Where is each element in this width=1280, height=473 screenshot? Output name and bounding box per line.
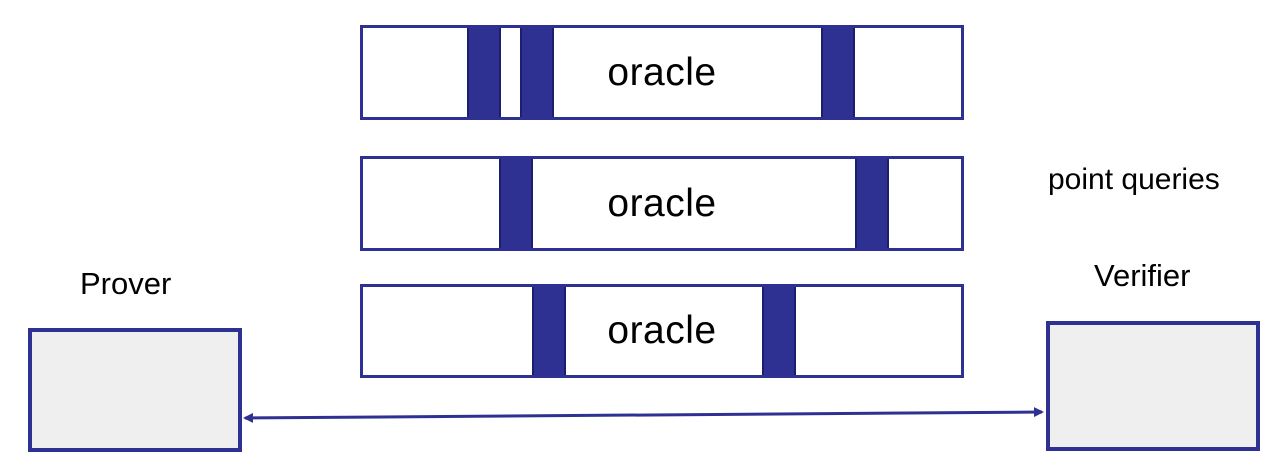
arrow-line [243,407,1044,423]
query-mark [467,28,501,117]
oracle-label: oracle [607,181,717,225]
oracle-label: oracle [607,309,717,352]
query-mark [499,159,533,248]
query-mark [520,28,554,117]
query-mark [821,28,855,117]
query-mark [855,159,889,248]
oracle-box-3: oracle [360,284,964,378]
query-mark [532,287,566,375]
oracle-box-2: oracle [360,156,964,251]
query-mark [762,287,796,375]
verifier-box [1046,321,1260,451]
oracle-label: oracle [607,50,717,94]
point-queries-label: point queries [1048,163,1220,196]
verifier-label: Verifier [1094,258,1191,293]
oracle-box-1: oracle [360,25,964,120]
prover-label: Prover [80,266,172,301]
prover-box [28,328,242,452]
